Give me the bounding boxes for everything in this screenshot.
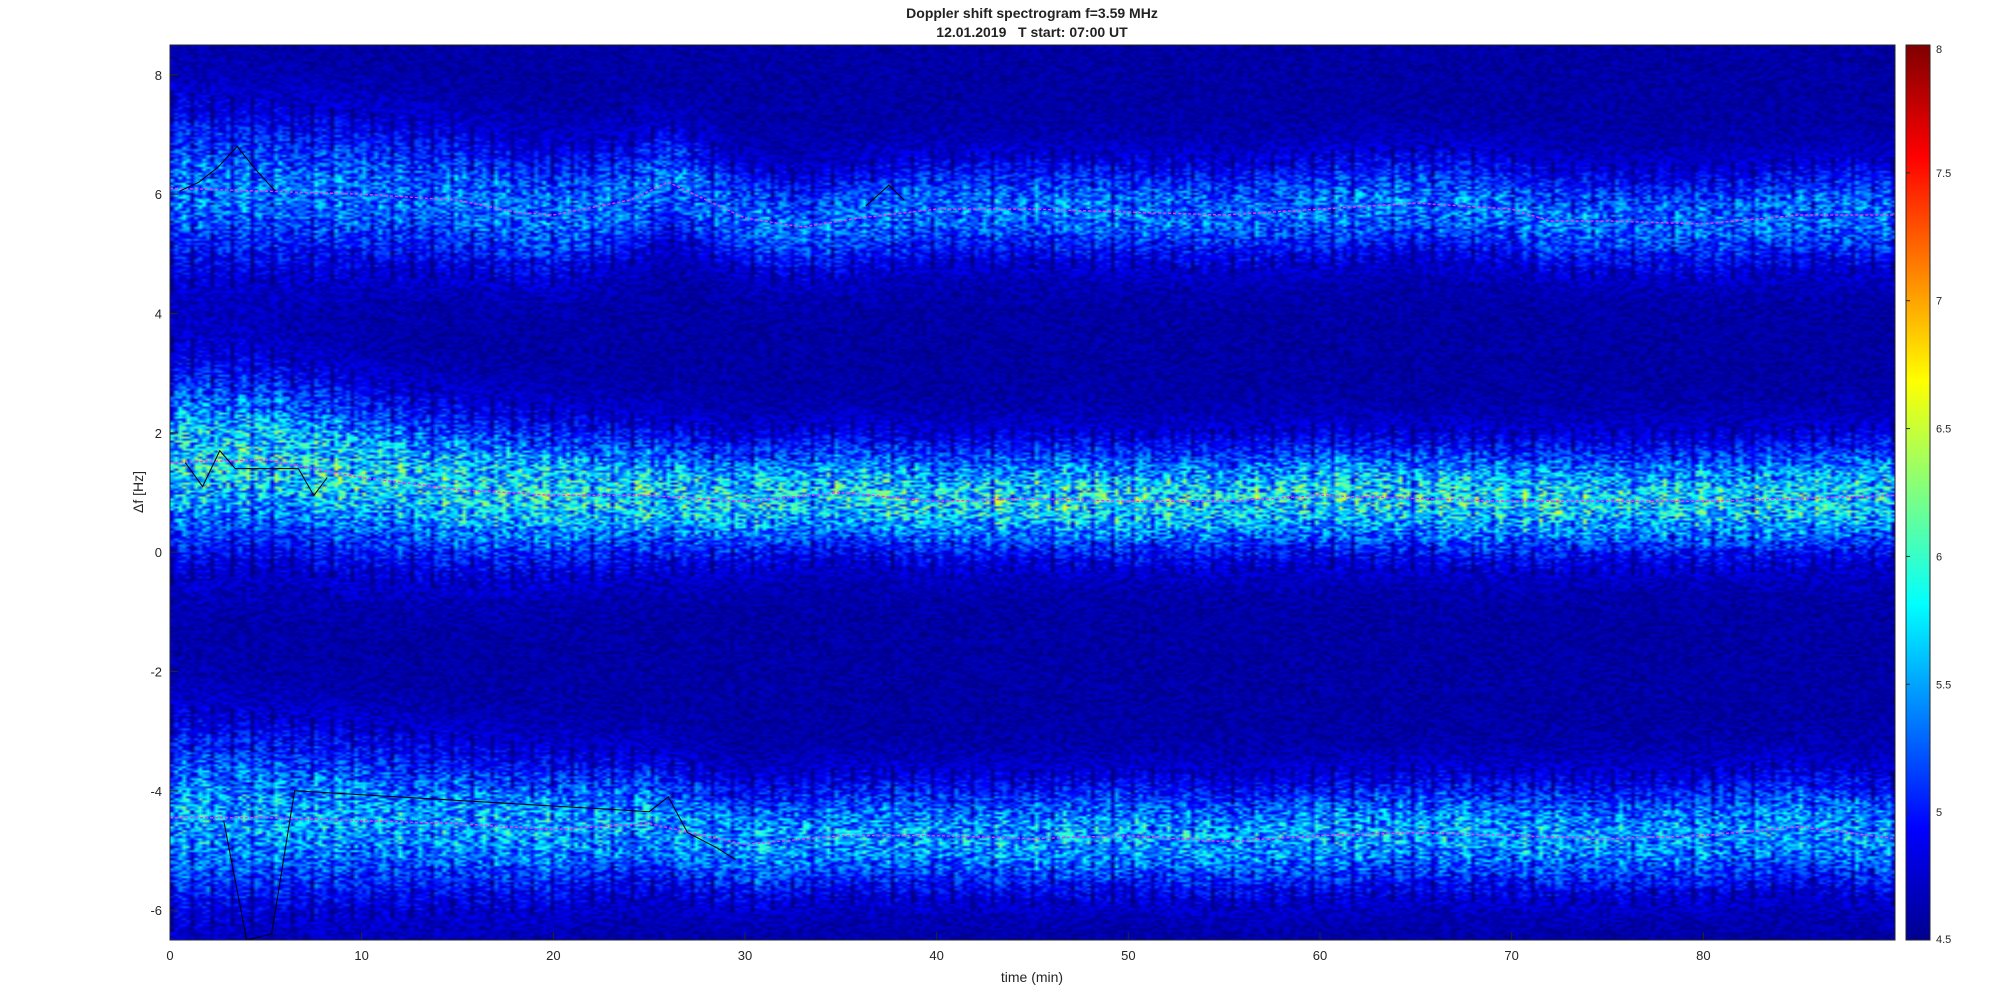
x-tick-label: 80 xyxy=(1696,948,1710,963)
trace-line-0 xyxy=(170,181,1895,228)
colorbar-tick-label: 6.5 xyxy=(1936,424,1951,436)
colorbar-tick-label: 5.5 xyxy=(1936,679,1951,691)
y-axis-label: Δf [Hz] xyxy=(130,471,146,513)
trace-line-2 xyxy=(170,817,1895,846)
x-tick-label: 30 xyxy=(738,948,752,963)
plot-area xyxy=(169,44,1896,941)
x-tick-label: 20 xyxy=(546,948,560,963)
chart-subtitle: 12.01.2019 T start: 07:00 UT xyxy=(936,24,1128,40)
x-axis-label: time (min) xyxy=(1001,969,1063,985)
trace-line-3 xyxy=(179,145,276,192)
x-tick-label: 60 xyxy=(1313,948,1327,963)
y-tick-label: 2 xyxy=(155,426,162,441)
trace-line-5 xyxy=(223,790,736,940)
plot-frame xyxy=(169,44,1896,941)
colorbar-ticks: 4.5 5 5.5 6 6.5 7 7.5 8 xyxy=(1906,44,1951,946)
trace-line-1 xyxy=(170,459,1895,503)
trace-line-4 xyxy=(184,449,328,497)
x-tick-label: 0 xyxy=(166,948,173,963)
colorbar-tick-label: 7 xyxy=(1936,296,1942,308)
colorbar-tick-label: 7.5 xyxy=(1936,168,1951,180)
chart-title: Doppler shift spectrogram f=3.59 MHz xyxy=(906,5,1158,21)
x-tick-label: 50 xyxy=(1121,948,1135,963)
spectrogram-heatmap xyxy=(170,45,1895,940)
colorbar-gradient xyxy=(1905,44,1931,941)
trace-line-6 xyxy=(865,184,905,207)
y-tick-label: 0 xyxy=(155,545,162,560)
y-axis: -6 -4 -2 0 2 4 6 8 xyxy=(150,68,178,918)
colorbar: 4.5 5 5.5 6 6.5 7 7.5 8 xyxy=(1905,44,1951,946)
y-tick-label: 8 xyxy=(155,68,162,83)
x-axis: 0 10 20 30 40 50 60 70 80 xyxy=(166,932,1711,963)
y-tick-label: -2 xyxy=(150,665,162,680)
trace-layer xyxy=(170,145,1895,940)
colorbar-tick-label: 4.5 xyxy=(1936,934,1951,946)
colorbar-tick-label: 5 xyxy=(1936,807,1942,819)
y-tick-label: 4 xyxy=(155,307,162,322)
x-tick-label: 10 xyxy=(354,948,368,963)
colorbar-tick-label: 8 xyxy=(1936,44,1942,56)
y-tick-label: -6 xyxy=(150,903,162,918)
y-tick-label: 6 xyxy=(155,187,162,202)
colorbar-tick-label: 6 xyxy=(1936,551,1942,563)
y-tick-label: -4 xyxy=(150,784,162,799)
x-tick-label: 70 xyxy=(1504,948,1518,963)
x-tick-label: 40 xyxy=(929,948,943,963)
